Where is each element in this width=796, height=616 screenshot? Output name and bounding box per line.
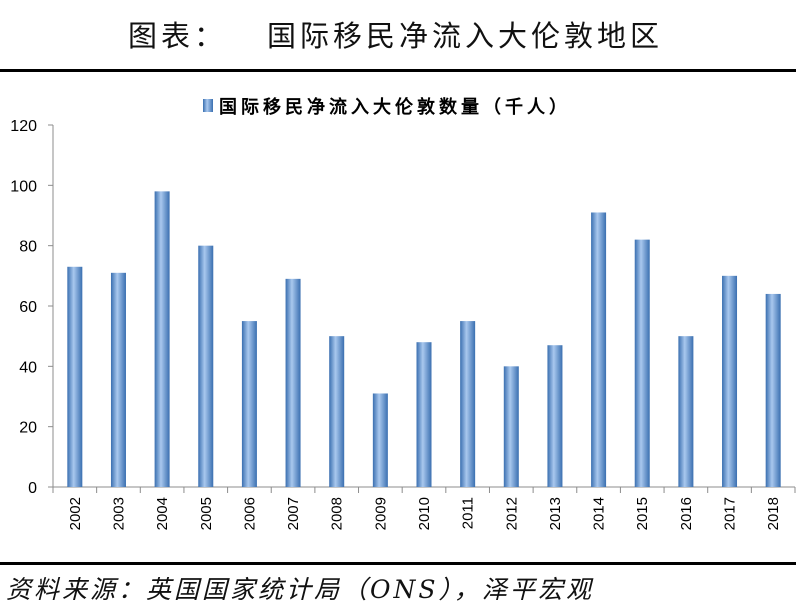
y-tick-label: 60 (19, 299, 37, 316)
bar-2004 (154, 191, 170, 487)
bar-2006 (241, 321, 257, 487)
top-divider (0, 69, 796, 72)
x-tick-label: 2017 (722, 497, 739, 530)
x-tick-label: 2014 (591, 497, 608, 530)
chart-legend: 国际移民净流入大伦敦数量（千人） (203, 96, 571, 118)
bar-2012 (503, 366, 519, 487)
bar-2017 (722, 275, 738, 487)
bar-2007 (285, 278, 301, 487)
x-tick-label: 2016 (678, 497, 695, 530)
bottom-divider (0, 562, 796, 565)
x-tick-label: 2006 (241, 497, 258, 530)
page-title: 图表： 国际移民净流入大伦敦地区 (128, 14, 663, 58)
x-tick-label: 2005 (198, 497, 215, 530)
x-tick-label: 2018 (765, 497, 782, 530)
source-note: 资料来源：英国国家统计局（ONS），泽平宏观 (6, 575, 594, 604)
figure-title: 国际移民净流入大伦敦地区 (267, 19, 664, 53)
bar-2008 (329, 336, 345, 487)
x-tick-label: 2009 (372, 497, 389, 530)
y-tick-label: 100 (10, 178, 37, 195)
legend-label: 国际移民净流入大伦敦数量（千人） (219, 96, 571, 118)
bar-2015 (634, 239, 650, 487)
figure-label: 图表： (128, 19, 228, 53)
x-tick-label: 2011 (460, 497, 477, 529)
bar-2013 (547, 345, 563, 487)
y-tick-label: 40 (19, 359, 37, 376)
bar-2009 (372, 393, 388, 487)
legend-swatch (203, 99, 213, 112)
x-tick-label: 2004 (154, 497, 171, 530)
x-tick-label: 2010 (416, 497, 433, 530)
y-tick-label: 0 (28, 480, 37, 497)
x-tick-label: 2002 (67, 497, 84, 530)
bar-2014 (591, 212, 607, 487)
bar-2005 (198, 245, 214, 487)
y-tick-label: 80 (19, 239, 37, 256)
y-tick-label: 20 (19, 420, 37, 437)
bar-2011 (460, 321, 476, 487)
x-tick-label: 2012 (503, 497, 520, 530)
bar-2010 (416, 342, 432, 487)
x-tick-label: 2013 (547, 497, 564, 530)
chart-bars (67, 191, 781, 487)
bar-2003 (110, 272, 126, 487)
bar-2016 (678, 336, 694, 487)
bar-2002 (67, 266, 83, 487)
x-tick-label: 2015 (634, 497, 651, 530)
bar-2018 (765, 293, 781, 487)
x-tick-label: 2007 (285, 497, 302, 530)
x-tick-label: 2008 (329, 497, 346, 530)
x-tick-label: 2003 (110, 497, 127, 530)
chart-axes: 0 20 40 60 80 100 120 2002 2003 2004 2005 2006 2007 2… (10, 118, 796, 530)
y-tick-label: 120 (10, 118, 37, 135)
